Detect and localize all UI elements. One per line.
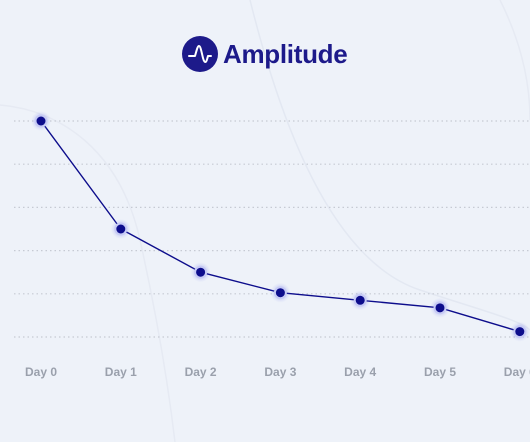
data-point-dot [116, 224, 126, 234]
data-point-dot [196, 267, 206, 277]
x-tick-label: Day 5 [424, 365, 456, 379]
data-point-dot [435, 303, 445, 313]
amplitude-wave-icon [182, 36, 218, 72]
x-tick-label: Day 0 [25, 365, 57, 379]
x-tick-label: Day 1 [105, 365, 137, 379]
data-point [110, 219, 131, 239]
brand-name: Amplitude [223, 39, 348, 69]
x-tick-label: Day 4 [344, 365, 376, 379]
data-point [350, 290, 371, 311]
data-point-dot [355, 295, 365, 305]
data-point-dot [275, 288, 285, 298]
data-point [509, 321, 530, 342]
amplitude-logo: Amplitude [182, 35, 348, 73]
data-point [31, 111, 51, 131]
data-point [270, 282, 291, 303]
x-tick-label: Day 2 [185, 365, 217, 379]
data-point-dot [36, 116, 46, 126]
x-tick-label: Day 3 [264, 365, 296, 379]
data-point [430, 297, 450, 318]
data-point [190, 262, 211, 283]
data-point-dot [515, 327, 525, 337]
x-tick-label: Day 6 [504, 365, 530, 379]
